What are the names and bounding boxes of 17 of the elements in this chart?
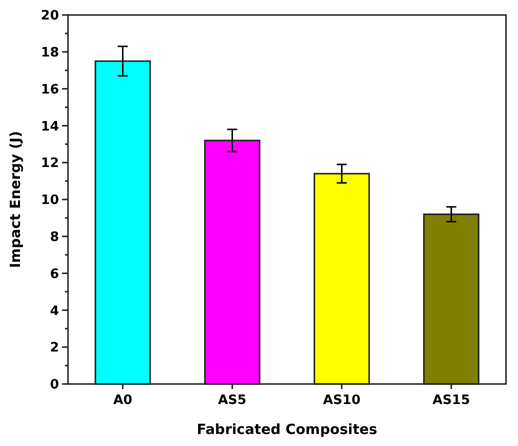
y-tick-label: 0: [50, 378, 59, 393]
y-tick-label: 10: [40, 193, 59, 208]
y-tick-label: 2: [50, 340, 59, 356]
x-tick-label: AS5: [218, 393, 246, 408]
y-tick-label: 18: [40, 45, 59, 60]
x-tick-label: AS10: [322, 393, 361, 408]
y-tick-label: 4: [50, 304, 59, 319]
y-tick-label: 20: [40, 8, 59, 24]
y-tick-label: 16: [40, 82, 59, 98]
x-tick-label: AS15: [432, 393, 470, 408]
y-tick-label: 8: [50, 230, 59, 245]
y-tick-label: 14: [40, 119, 59, 134]
y-tick-label: 6: [50, 266, 59, 282]
y-axis-title: Impact Energy (J): [8, 130, 24, 268]
x-axis-title: Fabricated Composites: [196, 422, 378, 438]
x-tick-label: A0: [113, 393, 132, 408]
y-tick-label: 12: [40, 156, 59, 172]
